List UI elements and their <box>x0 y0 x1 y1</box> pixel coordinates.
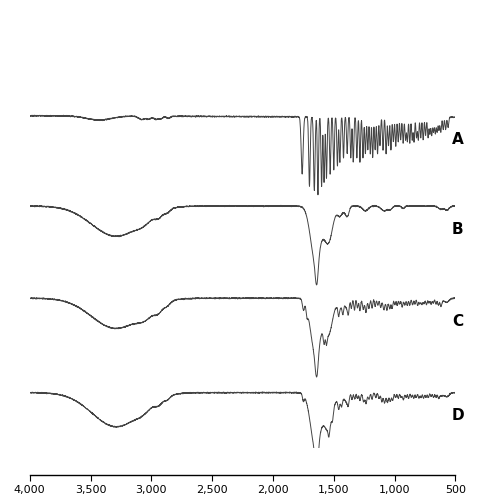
Text: C: C <box>452 314 463 329</box>
Text: D: D <box>452 408 464 423</box>
Text: A: A <box>452 132 463 146</box>
Text: B: B <box>452 222 463 236</box>
